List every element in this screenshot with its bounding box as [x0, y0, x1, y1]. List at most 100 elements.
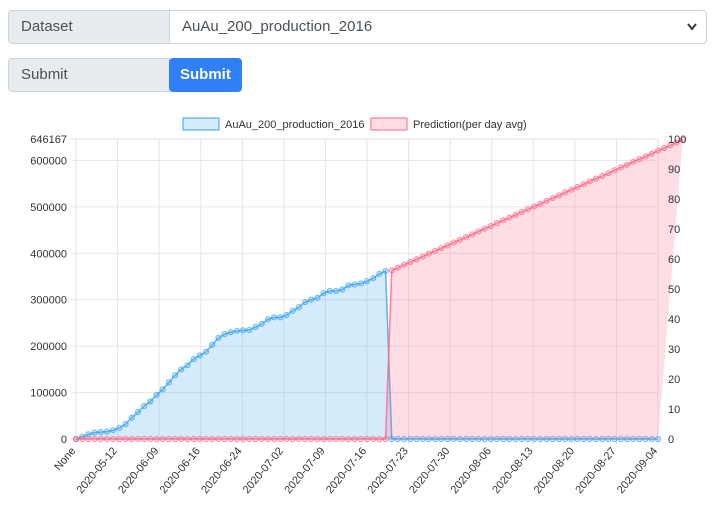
x-tick-label: 2020-07-02	[241, 445, 286, 496]
x-tick-label: 2020-07-30	[407, 445, 452, 496]
data-point	[543, 197, 550, 204]
data-point	[357, 435, 364, 443]
data-point	[314, 294, 321, 301]
legend-swatch	[182, 117, 220, 131]
data-point	[425, 435, 433, 443]
data-point	[103, 428, 111, 435]
data-point	[215, 435, 222, 443]
data-point	[165, 379, 172, 386]
data-point	[72, 435, 80, 443]
data-point	[493, 435, 501, 443]
data-point	[227, 435, 234, 443]
data-point	[153, 435, 160, 443]
data-point	[388, 435, 395, 443]
y-right-tick-label: 50	[668, 284, 680, 296]
data-point	[103, 435, 111, 443]
data-point	[642, 153, 649, 160]
data-point	[425, 250, 433, 257]
legend-label: AuAu_200_production_2016	[225, 119, 364, 131]
data-point	[450, 435, 457, 443]
data-point	[481, 435, 488, 443]
x-tick-label: 2020-07-16	[324, 445, 369, 496]
y-left-tick-label: 600000	[30, 155, 67, 167]
x-tick-label: 2020-09-04	[615, 445, 660, 496]
data-point	[394, 264, 402, 271]
data-point	[215, 334, 222, 341]
data-point	[240, 327, 247, 334]
data-point	[555, 435, 563, 443]
dataset-select-value: AuAu_200_production_2016	[182, 18, 373, 35]
data-point	[295, 435, 302, 443]
data-point	[438, 435, 445, 443]
data-point	[351, 435, 358, 443]
data-point	[630, 158, 637, 165]
y-right-tick-label: 40	[668, 314, 680, 326]
data-point	[171, 372, 179, 379]
x-tick-label: 2020-08-06	[449, 445, 494, 496]
data-point	[357, 280, 364, 287]
data-point	[91, 429, 98, 436]
data-point	[537, 200, 544, 207]
y-right-tick-label: 80	[668, 194, 680, 206]
data-point	[549, 195, 556, 202]
data-point	[487, 222, 494, 230]
data-point	[562, 435, 569, 443]
data-point	[128, 414, 135, 421]
data-point	[283, 435, 290, 443]
data-point	[252, 435, 259, 443]
data-point	[376, 435, 383, 443]
data-point	[481, 225, 488, 232]
data-point	[432, 247, 439, 254]
data-point	[562, 189, 569, 196]
data-point	[165, 435, 172, 443]
data-point	[190, 356, 197, 363]
data-point	[623, 435, 631, 443]
data-point	[97, 428, 104, 436]
data-point	[512, 211, 519, 219]
data-point	[512, 435, 519, 443]
submit-button[interactable]: Submit	[169, 58, 242, 92]
series-line-0	[75, 269, 658, 440]
data-point	[438, 245, 445, 252]
submit-row: Submit Submit	[8, 58, 242, 92]
data-point	[543, 435, 550, 443]
data-point	[339, 435, 346, 443]
data-point	[475, 228, 482, 235]
data-point	[394, 435, 402, 443]
data-point	[469, 435, 476, 443]
data-point	[85, 431, 92, 438]
data-point	[196, 435, 203, 443]
data-point	[314, 435, 321, 443]
dataset-select[interactable]: AuAu_200_production_2016	[170, 10, 707, 44]
data-point	[432, 435, 439, 443]
y-left-tick-label: 646167	[30, 134, 67, 146]
y-right-tick-label: 10	[668, 404, 680, 416]
data-point	[661, 144, 668, 152]
x-tick-label: 2020-08-20	[532, 445, 577, 496]
data-point	[382, 435, 389, 443]
data-point	[332, 435, 340, 443]
data-point	[79, 435, 86, 443]
data-point	[134, 408, 142, 416]
data-point	[654, 147, 662, 154]
y-right-tick-label: 60	[668, 254, 680, 266]
y-left-tick-label: 300000	[30, 295, 67, 307]
y-right-tick-label: 90	[668, 164, 680, 176]
data-point	[178, 366, 185, 373]
legend-label: Prediction(per day avg)	[413, 119, 527, 131]
data-point	[667, 142, 674, 149]
data-point	[636, 156, 643, 163]
data-point	[159, 435, 166, 443]
data-point	[196, 352, 203, 359]
data-point	[679, 136, 686, 143]
data-point	[419, 435, 426, 443]
data-point	[450, 239, 457, 246]
data-point	[233, 435, 241, 443]
data-point	[456, 435, 463, 443]
y-left-tick-label: 200000	[30, 341, 67, 353]
data-point	[487, 435, 494, 443]
data-point	[202, 348, 210, 355]
data-point	[147, 435, 154, 443]
data-point	[636, 435, 643, 443]
data-point	[363, 435, 371, 443]
